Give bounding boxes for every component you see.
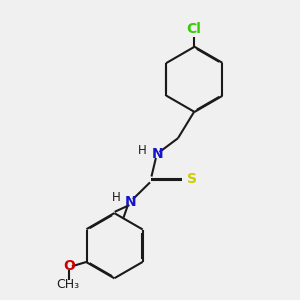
Text: CH₃: CH₃	[56, 278, 79, 291]
Text: Cl: Cl	[187, 22, 202, 36]
Text: O: O	[63, 259, 75, 273]
Text: N: N	[125, 194, 137, 208]
Text: N: N	[152, 147, 163, 161]
Text: H: H	[138, 144, 147, 158]
Text: S: S	[187, 172, 197, 186]
Text: H: H	[112, 191, 121, 205]
